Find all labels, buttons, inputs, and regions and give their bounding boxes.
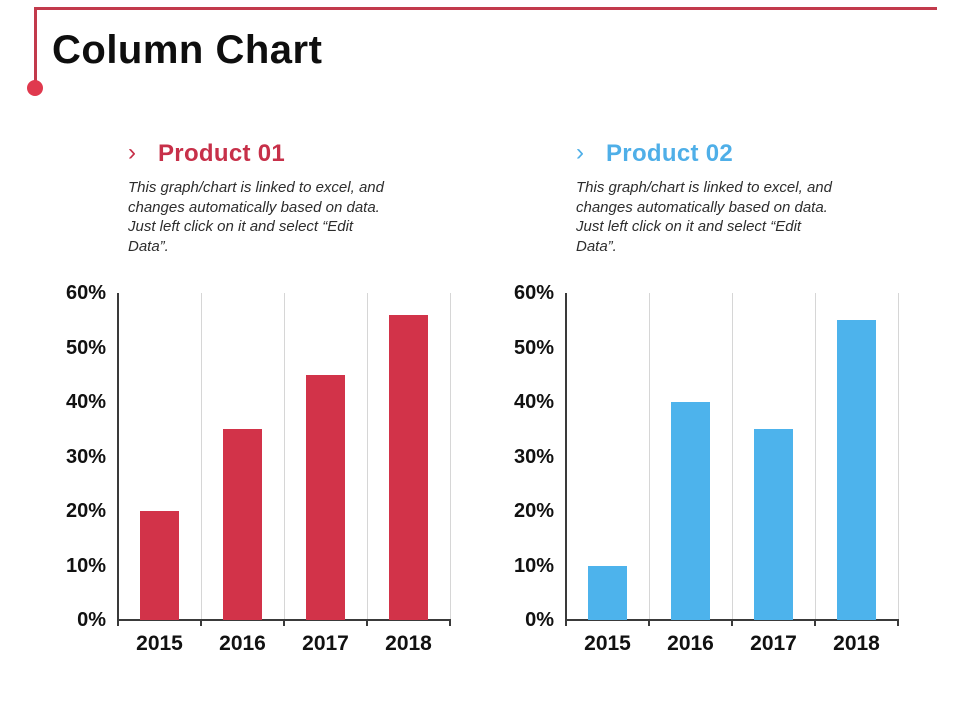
gridline	[731, 293, 733, 620]
x-axis-tick	[366, 620, 368, 626]
product-02-description: This graph/chart is linked to excel, and…	[576, 179, 832, 255]
x-axis-tick	[283, 620, 285, 626]
x-axis-label: 2015	[584, 632, 631, 655]
y-axis-line	[565, 293, 567, 622]
product-01-description: This graph/chart is linked to excel, and…	[128, 179, 384, 255]
gridline	[648, 293, 650, 620]
product-01-heading-row: › Product 01	[128, 139, 286, 168]
column-chart-product-01[interactable]: 0% 10% 20% 30% 40% 50% 60% 2015 2016 2017 2018	[30, 282, 472, 680]
y-axis-label: 20%	[65, 500, 106, 522]
x-axis-tick	[731, 620, 733, 626]
y-axis-label: 20%	[513, 500, 554, 522]
y-axis-label: 30%	[513, 445, 554, 468]
chevron-right-icon: ›	[576, 139, 584, 166]
accent-top-rule	[34, 7, 937, 10]
x-axis-label: 2017	[302, 632, 349, 655]
bar-2018	[837, 320, 876, 620]
gridline	[897, 293, 899, 620]
section-product-01: › Product 01 This graph/chart is linked …	[30, 139, 472, 685]
bar-2016	[223, 429, 262, 620]
y-axis-label: 0%	[77, 609, 106, 631]
bar-2015	[140, 511, 179, 620]
y-axis-label: 0%	[525, 609, 554, 631]
bar-2016	[671, 402, 710, 620]
x-axis-label: 2017	[750, 632, 797, 655]
x-axis-tick	[897, 620, 899, 626]
bar-2017	[306, 374, 345, 620]
chevron-right-icon: ›	[128, 139, 136, 166]
y-axis-label: 60%	[65, 282, 106, 304]
bar-2018	[389, 314, 428, 620]
x-axis-tick	[449, 620, 451, 626]
x-axis-tick	[200, 620, 202, 626]
y-axis-label: 40%	[513, 391, 554, 413]
gridline	[366, 293, 368, 620]
product-02-heading-row: › Product 02	[576, 139, 734, 168]
gridline	[283, 293, 285, 620]
x-axis-label: 2016	[219, 632, 266, 655]
gridline	[814, 293, 816, 620]
accent-vertical-rule	[34, 7, 37, 83]
y-axis-label: 10%	[65, 554, 106, 577]
x-axis-tick	[814, 620, 816, 626]
y-axis-line	[117, 293, 119, 622]
x-axis-label: 2015	[136, 632, 183, 655]
slide-title: Column Chart	[52, 28, 323, 72]
product-02-heading: Product 02	[606, 140, 734, 167]
y-axis-label: 50%	[513, 336, 554, 359]
product-01-heading: Product 01	[158, 140, 286, 167]
y-axis-label: 10%	[513, 554, 554, 577]
x-axis-label: 2018	[385, 632, 432, 655]
bar-2015	[588, 565, 627, 620]
x-axis-label: 2018	[833, 632, 880, 655]
accent-dot	[27, 80, 43, 96]
section-product-02: › Product 02 This graph/chart is linked …	[478, 139, 920, 685]
y-axis-label: 30%	[65, 445, 106, 468]
y-axis-label: 40%	[65, 391, 106, 413]
gridline	[449, 293, 451, 620]
gridline	[200, 293, 202, 620]
x-axis-tick	[565, 620, 567, 626]
x-axis-label: 2016	[667, 632, 714, 655]
y-axis-label: 60%	[513, 282, 554, 304]
bar-2017	[754, 429, 793, 620]
column-chart-product-02[interactable]: 0% 10% 20% 30% 40% 50% 60% 2015 2016 2017 2018	[478, 282, 920, 680]
y-axis-label: 50%	[65, 336, 106, 359]
x-axis-tick	[117, 620, 119, 626]
x-axis-tick	[648, 620, 650, 626]
